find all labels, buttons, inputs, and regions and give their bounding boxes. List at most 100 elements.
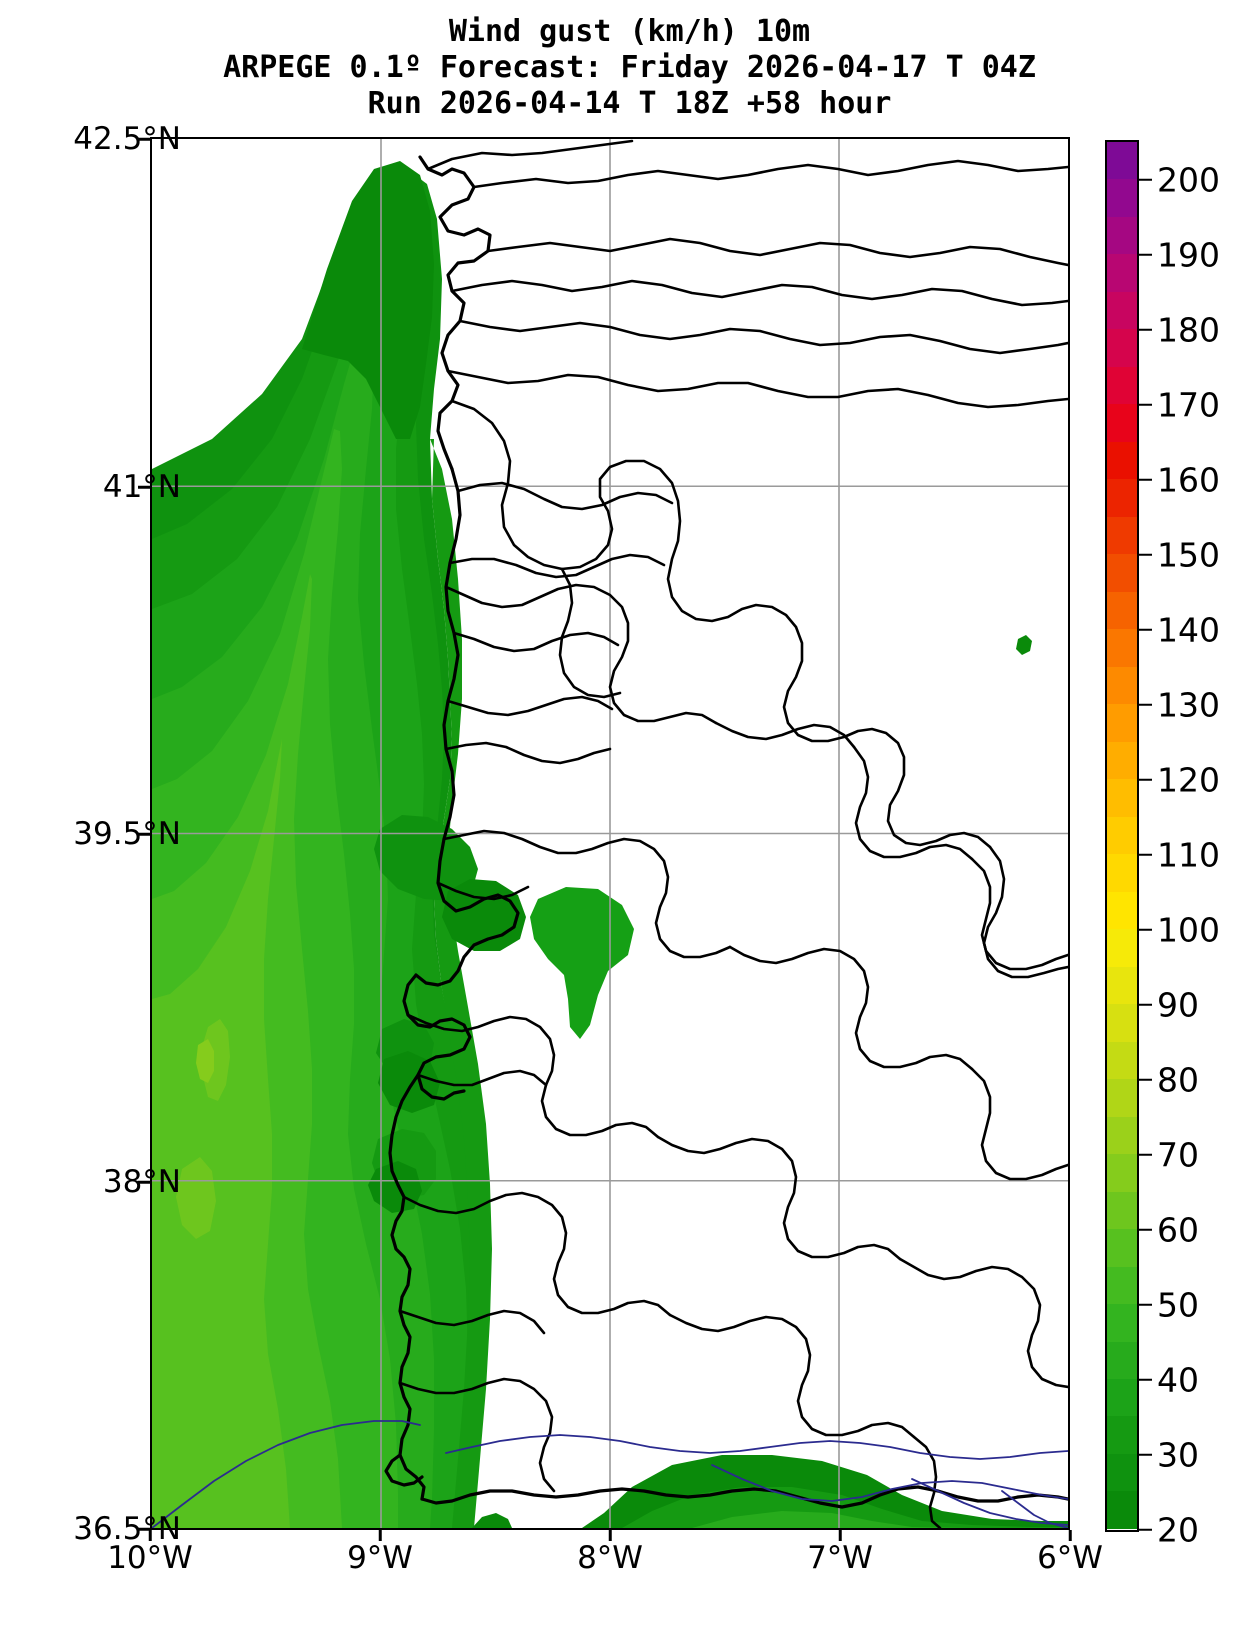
contour-north-tongue xyxy=(302,161,434,439)
map-plot-area xyxy=(150,137,1070,1530)
colorbar-label-110: 110 xyxy=(1157,835,1220,875)
colorbar-tick-100 xyxy=(1139,928,1152,931)
colorbar-band-70 xyxy=(1107,1116,1137,1155)
colorbar-label-120: 120 xyxy=(1157,760,1220,800)
colorbar-tick-40 xyxy=(1139,1378,1152,1381)
colorbar-band-150 xyxy=(1107,516,1137,555)
colorbar-band-170 xyxy=(1107,366,1137,405)
xtick-label-6w: 6°W xyxy=(1037,1540,1103,1576)
colorbar-band-155 xyxy=(1107,479,1137,517)
colorbar-band-160 xyxy=(1107,441,1137,480)
colorbar-band-25 xyxy=(1107,1453,1137,1492)
colorbar-band-45 xyxy=(1107,1304,1137,1342)
colorbar-tick-160 xyxy=(1139,478,1152,482)
colorbar-tick-90 xyxy=(1139,1003,1152,1006)
colorbar-tick-70 xyxy=(1139,1153,1152,1156)
colorbar-band-75 xyxy=(1107,1079,1137,1117)
colorbar-label-130: 130 xyxy=(1157,685,1220,725)
xtick-mark-9w xyxy=(378,1530,382,1541)
ytick-mark-42-5 xyxy=(138,137,150,141)
colorbar-band-140 xyxy=(1107,591,1137,630)
colorbar-label-40: 40 xyxy=(1157,1360,1199,1400)
colorbar-tick-20 xyxy=(1139,1528,1152,1531)
colorbar-label-180: 180 xyxy=(1157,310,1220,350)
ytick-label-36-5: 36.5°N xyxy=(73,1511,181,1547)
xtick-label-10w: 10°W xyxy=(107,1540,193,1576)
ytick-mark-36-5 xyxy=(138,1527,150,1531)
colorbar-band-165 xyxy=(1107,404,1137,442)
colorbar-band-80 xyxy=(1107,1041,1137,1080)
colorbar-label-160: 160 xyxy=(1157,460,1220,500)
colorbar-label-60: 60 xyxy=(1157,1210,1199,1250)
rivers xyxy=(152,1420,1068,1528)
colorbar-label-50: 50 xyxy=(1157,1285,1199,1325)
colorbar-label-20: 20 xyxy=(1157,1510,1199,1549)
colorbar-band-120 xyxy=(1107,741,1137,780)
ytick-mark-39-5 xyxy=(138,832,150,836)
colorbar-band-190 xyxy=(1107,216,1137,255)
map-gridlines xyxy=(152,139,1068,1528)
colorbar-band-85 xyxy=(1107,1004,1137,1042)
colorbar-label-200: 200 xyxy=(1157,160,1220,200)
xtick-mark-10w xyxy=(148,1530,152,1541)
contour-bump-south xyxy=(472,1513,512,1528)
ytick-mark-38 xyxy=(138,1180,150,1184)
colorbar-tick-80 xyxy=(1139,1078,1152,1081)
colorbar-band-180 xyxy=(1107,291,1137,330)
colorbar-tick-140 xyxy=(1139,628,1152,632)
wind-gust-contour-map xyxy=(152,139,1068,1528)
colorbar-band-130 xyxy=(1107,666,1137,705)
colorbar-tick-200 xyxy=(1139,178,1152,182)
administrative-borders xyxy=(398,139,1068,1528)
colorbar-band-40 xyxy=(1107,1341,1137,1379)
contour-patch-tagus-inland xyxy=(530,887,634,1039)
ytick-label-39-5: 39.5°N xyxy=(73,816,181,852)
contour-band-55 xyxy=(152,739,290,1528)
map-canvas xyxy=(152,139,1068,1528)
colorbar-band-90 xyxy=(1107,966,1137,1005)
colorbar-label-80: 80 xyxy=(1157,1060,1199,1100)
colorbar-band-105 xyxy=(1107,854,1137,892)
colorbar-label-150: 150 xyxy=(1157,535,1220,575)
contour-patch-sado xyxy=(378,1051,440,1113)
colorbar-band-60 xyxy=(1107,1191,1137,1230)
ytick-mark-41 xyxy=(138,485,150,489)
title-line-3: Run 2026-04-14 T 18Z +58 hour xyxy=(367,86,892,121)
chart-title-block: Wind gust (km/h) 10m ARPEGE 0.1º Forecas… xyxy=(0,14,1259,122)
colorbar-label-100: 100 xyxy=(1157,910,1220,950)
colorbar-tick-110 xyxy=(1139,853,1152,856)
colorbar-tick-150 xyxy=(1139,553,1152,557)
colorbar-tick-130 xyxy=(1139,703,1152,707)
colorbar-band-175 xyxy=(1107,329,1137,367)
colorbar-band-145 xyxy=(1107,554,1137,592)
colorbar xyxy=(1105,140,1139,1532)
contour-coast-strip xyxy=(430,439,492,1528)
contour-core-60b xyxy=(176,1157,216,1239)
colorbar-label-140: 140 xyxy=(1157,610,1220,650)
xtick-label-8w: 8°W xyxy=(577,1540,643,1576)
colorbar-tick-30 xyxy=(1139,1453,1152,1456)
colorbar-band-35 xyxy=(1107,1378,1137,1417)
contour-band-south-east-3 xyxy=(692,1511,972,1528)
colorbar-band-95 xyxy=(1107,929,1137,967)
colorbar-band-55 xyxy=(1107,1229,1137,1267)
title-line-2: ARPEGE 0.1º Forecast: Friday 2026-04-17 … xyxy=(223,50,1036,85)
colorbar-band-185 xyxy=(1107,254,1137,292)
colorbar-band-30 xyxy=(1107,1416,1137,1454)
colorbar-tick-60 xyxy=(1139,1228,1152,1231)
colorbar-band-20 xyxy=(1107,1491,1137,1529)
colorbar-tick-170 xyxy=(1139,403,1152,407)
xtick-mark-7w xyxy=(838,1530,842,1541)
colorbar-band-50 xyxy=(1107,1266,1137,1305)
colorbar-label-70: 70 xyxy=(1157,1135,1199,1175)
contour-core-65 xyxy=(196,1039,214,1083)
colorbar-band-110 xyxy=(1107,816,1137,855)
colorbar-band-200 xyxy=(1107,142,1137,180)
xtick-label-7w: 7°W xyxy=(807,1540,873,1576)
colorbar-band-135 xyxy=(1107,629,1137,667)
colorbar-label-90: 90 xyxy=(1157,985,1199,1025)
colorbar-tick-120 xyxy=(1139,778,1152,782)
colorbar-tick-190 xyxy=(1139,253,1152,257)
xtick-mark-8w xyxy=(608,1530,612,1541)
colorbar-band-115 xyxy=(1107,779,1137,817)
